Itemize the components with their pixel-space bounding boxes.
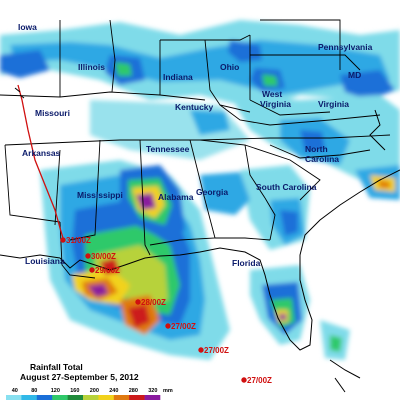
track-label-29: 29/00Z	[95, 266, 120, 275]
state-label-louisiana: Louisiana	[25, 256, 65, 266]
legend-swatch	[52, 395, 68, 400]
state-label-west-virginia-1: West	[262, 89, 282, 99]
state-label-mississippi: Mississippi	[77, 190, 123, 200]
state-label-indiana: Indiana	[163, 72, 193, 82]
legend-tick-label: 160	[70, 388, 79, 394]
legend-bar	[6, 395, 161, 400]
track-label-27a: 27/00Z	[171, 322, 196, 331]
state-label-georgia: Georgia	[196, 187, 228, 197]
legend-unit: mm	[163, 388, 173, 394]
state-label-illinois: Illinois	[78, 62, 105, 72]
track-label-28: 28/00Z	[141, 298, 166, 307]
track-label-27b: 27/00Z	[204, 346, 229, 355]
state-label-arkansas: Arkansas	[22, 148, 61, 158]
track-label-31: 31/00Z	[66, 236, 91, 245]
state-label-north-carolina-1: North	[305, 144, 328, 154]
state-label-south-carolina: South Carolina	[256, 182, 317, 192]
state-label-florida: Florida	[232, 258, 261, 268]
caption-dates: August 27-September 5, 2012	[20, 372, 139, 382]
legend-swatch	[6, 395, 22, 400]
legend-tick-label: 80	[31, 388, 37, 394]
storm-track-line	[17, 84, 64, 239]
legend-swatch	[98, 395, 115, 400]
legend-swatch	[67, 395, 84, 400]
legend-swatch	[83, 395, 99, 400]
track-label-30: 30/00Z	[91, 252, 116, 261]
legend-swatch	[144, 395, 161, 400]
legend-swatch	[113, 395, 130, 400]
state-label-alabama: Alabama	[158, 192, 194, 202]
legend-tick-label: 200	[90, 388, 99, 394]
legend-tick-label: 120	[51, 388, 60, 394]
state-label-ohio: Ohio	[220, 62, 239, 72]
legend-swatch	[129, 395, 145, 400]
state-label-west-virginia-2: Virginia	[260, 99, 291, 109]
legend: 40 80 120 160 200 240 280 320 mm	[6, 388, 173, 400]
coastline	[0, 109, 400, 393]
state-labels: Iowa Illinois Indiana Ohio Pennsylvania …	[18, 22, 373, 268]
state-label-kentucky: Kentucky	[175, 102, 214, 112]
state-label-iowa: Iowa	[18, 22, 37, 32]
storm-track: 31/00Z 30/00Z 29/00Z 28/00Z 27/00Z 27/00…	[14, 84, 272, 385]
legend-tick-label: 240	[109, 388, 118, 394]
state-label-pennsylvania: Pennsylvania	[318, 42, 373, 52]
state-label-missouri: Missouri	[35, 108, 70, 118]
caption-title: Rainfall Total	[30, 362, 83, 372]
legend-swatch	[21, 395, 38, 400]
state-label-north-carolina-2: Carolina	[305, 154, 339, 164]
state-label-md: MD	[348, 70, 361, 80]
state-label-virginia: Virginia	[318, 99, 349, 109]
legend-ticks: 40 80 120 160 200 240 280 320	[12, 388, 158, 394]
legend-tick-label: 280	[129, 388, 138, 394]
track-label-27c: 27/00Z	[247, 376, 272, 385]
legend-tick-label: 40	[12, 388, 18, 394]
legend-swatch	[36, 395, 53, 400]
state-label-tennessee: Tennessee	[146, 144, 190, 154]
legend-tick-label: 320	[148, 388, 157, 394]
track-markers	[60, 237, 247, 383]
rainfall-field	[0, 20, 400, 360]
